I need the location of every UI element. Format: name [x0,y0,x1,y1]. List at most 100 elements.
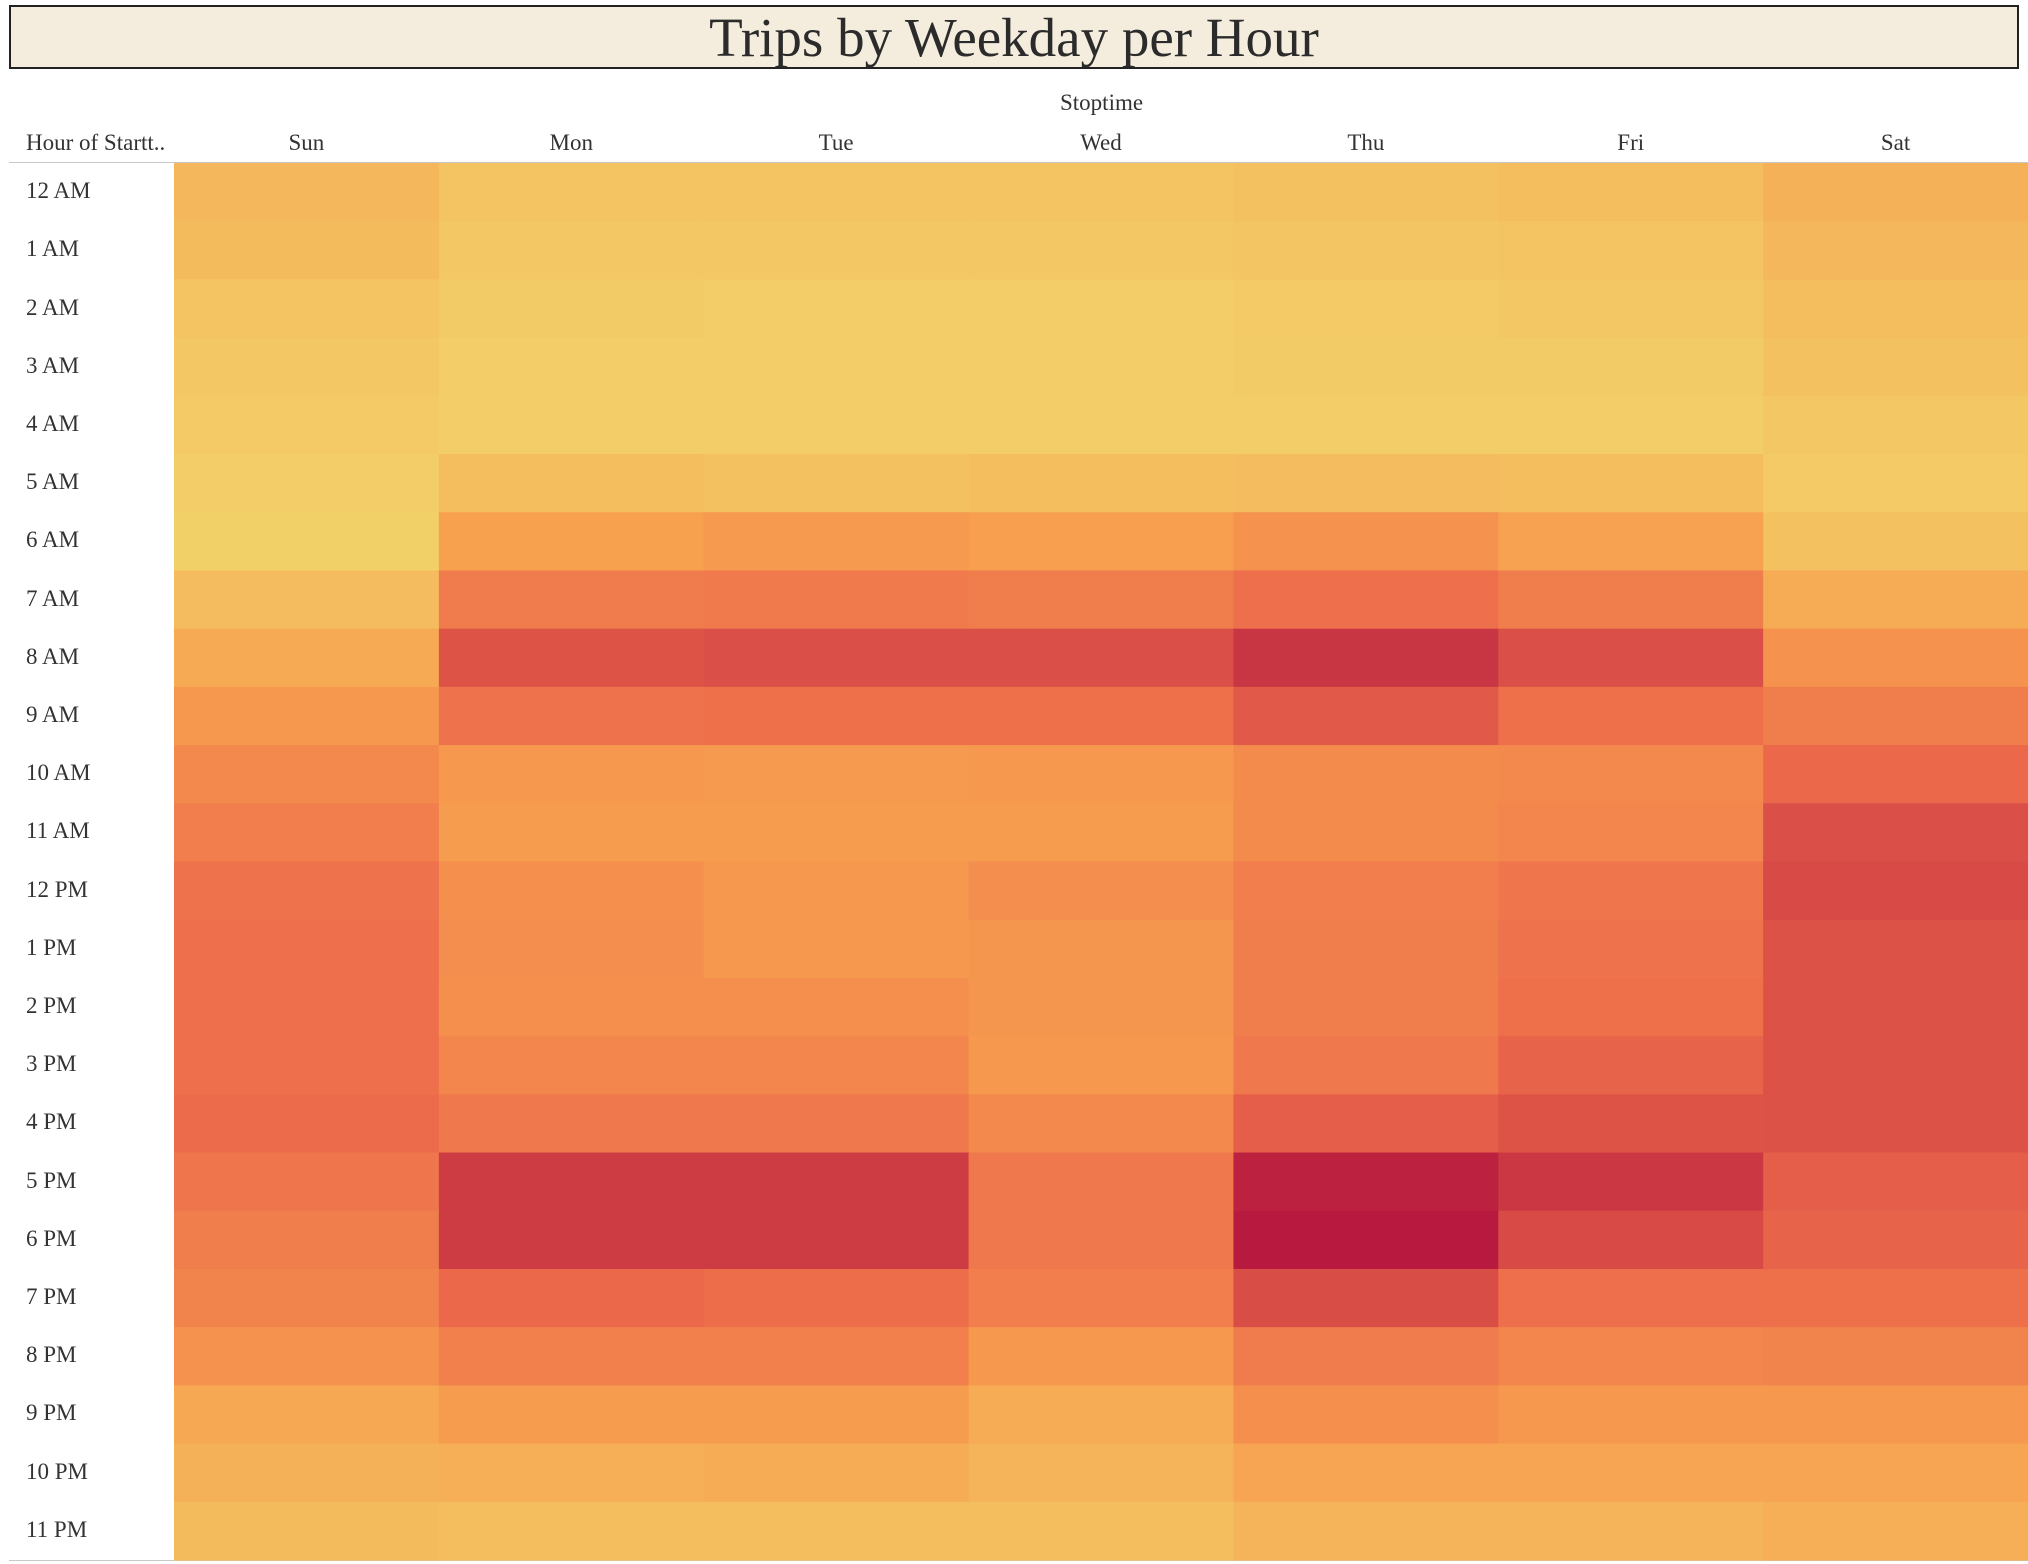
heatmap-cell[interactable] [1233,686,1499,746]
heatmap-cell[interactable] [438,745,705,804]
heatmap-cell[interactable] [1498,570,1764,630]
heatmap-cell[interactable] [1233,1268,1499,1328]
heatmap-cell[interactable] [1498,337,1764,397]
heatmap-cell[interactable] [703,1501,970,1561]
heatmap-cell[interactable] [1233,570,1499,630]
heatmap-cell[interactable] [1763,861,2028,921]
heatmap-cell[interactable] [703,745,970,804]
heatmap-cell[interactable] [1233,1501,1499,1561]
heatmap-cell[interactable] [1498,279,1764,339]
row-field-label[interactable]: Hour of Startt.. [26,130,166,155]
heatmap-cell[interactable] [703,1443,970,1503]
heatmap-cell[interactable] [968,512,1235,572]
heatmap-cell[interactable] [174,279,440,339]
heatmap-cell[interactable] [438,1094,705,1154]
heatmap-cell[interactable] [968,1501,1235,1561]
heatmap-cell[interactable] [174,395,440,455]
heatmap-cell[interactable] [1763,1268,2028,1328]
heatmap-cell[interactable] [1498,1501,1764,1561]
heatmap-cell[interactable] [438,454,705,513]
heatmap-cell[interactable] [1763,745,2028,804]
heatmap-cell[interactable] [968,977,1235,1037]
heatmap-cell[interactable] [174,163,440,222]
heatmap-cell[interactable] [968,221,1235,281]
heatmap-cell[interactable] [968,1327,1235,1386]
heatmap-cell[interactable] [438,512,705,572]
heatmap-cell[interactable] [1233,919,1499,979]
heatmap-cell[interactable] [438,1385,705,1445]
heatmap-cell[interactable] [1763,163,2028,222]
heatmap-cell[interactable] [1763,1036,2028,1095]
heatmap-cell[interactable] [1233,221,1499,281]
heatmap-cell[interactable] [703,803,970,863]
heatmap-cell[interactable] [703,1210,970,1270]
heatmap-cell[interactable] [174,977,440,1037]
heatmap-cell[interactable] [703,570,970,630]
heatmap-cell[interactable] [174,861,440,921]
heatmap-cell[interactable] [174,686,440,746]
heatmap-cell[interactable] [174,803,440,863]
heatmap-cell[interactable] [438,337,705,397]
heatmap-cell[interactable] [968,1094,1235,1154]
heatmap-cell[interactable] [174,628,440,688]
heatmap-cell[interactable] [174,1327,440,1386]
heatmap-cell[interactable] [1498,1268,1764,1328]
heatmap-cell[interactable] [968,919,1235,979]
heatmap-cell[interactable] [438,1327,705,1386]
heatmap-cell[interactable] [1233,512,1499,572]
heatmap-cell[interactable] [703,628,970,688]
heatmap-cell[interactable] [1763,686,2028,746]
heatmap-cell[interactable] [438,1210,705,1270]
heatmap-cell[interactable] [438,628,705,688]
heatmap-cell[interactable] [174,1268,440,1328]
heatmap-cell[interactable] [1763,1443,2028,1503]
heatmap-cell[interactable] [1233,1327,1499,1386]
heatmap-cell[interactable] [1233,163,1499,222]
heatmap-cell[interactable] [703,1385,970,1445]
heatmap-cell[interactable] [703,1036,970,1095]
heatmap-cell[interactable] [1763,395,2028,455]
heatmap-cell[interactable] [968,337,1235,397]
heatmap-cell[interactable] [1498,1094,1764,1154]
heatmap-cell[interactable] [703,337,970,397]
heatmap-cell[interactable] [1498,1152,1764,1212]
heatmap-cell[interactable] [438,686,705,746]
heatmap-cell[interactable] [174,1443,440,1503]
heatmap-cell[interactable] [438,977,705,1037]
heatmap-cell[interactable] [1498,163,1764,222]
heatmap-cell[interactable] [438,1036,705,1095]
heatmap-cell[interactable] [1763,1327,2028,1386]
heatmap-cell[interactable] [438,570,705,630]
heatmap-cell[interactable] [1763,977,2028,1037]
heatmap-cell[interactable] [1233,1036,1499,1095]
heatmap-cell[interactable] [1498,1210,1764,1270]
heatmap-cell[interactable] [438,1152,705,1212]
heatmap-cell[interactable] [703,1094,970,1154]
heatmap-cell[interactable] [968,1268,1235,1328]
heatmap-cell[interactable] [438,221,705,281]
heatmap-cell[interactable] [1763,570,2028,630]
heatmap-cell[interactable] [703,221,970,281]
heatmap-cell[interactable] [703,1268,970,1328]
heatmap-cell[interactable] [1233,1094,1499,1154]
heatmap-cell[interactable] [1498,803,1764,863]
heatmap-cell[interactable] [1233,1385,1499,1445]
heatmap-cell[interactable] [1763,1152,2028,1212]
heatmap-cell[interactable] [174,454,440,513]
heatmap-cell[interactable] [968,395,1235,455]
heatmap-cell[interactable] [968,1152,1235,1212]
heatmap-cell[interactable] [703,512,970,572]
heatmap-cell[interactable] [1233,977,1499,1037]
heatmap-cell[interactable] [703,395,970,455]
heatmap-cell[interactable] [703,977,970,1037]
heatmap-cell[interactable] [703,279,970,339]
heatmap-cell[interactable] [174,337,440,397]
heatmap-cell[interactable] [968,1385,1235,1445]
heatmap-cell[interactable] [1233,745,1499,804]
heatmap-cell[interactable] [1763,221,2028,281]
heatmap-cell[interactable] [968,279,1235,339]
heatmap-cell[interactable] [174,1036,440,1095]
heatmap-cell[interactable] [174,1094,440,1154]
heatmap-cell[interactable] [1763,1501,2028,1561]
heatmap-cell[interactable] [1763,279,2028,339]
